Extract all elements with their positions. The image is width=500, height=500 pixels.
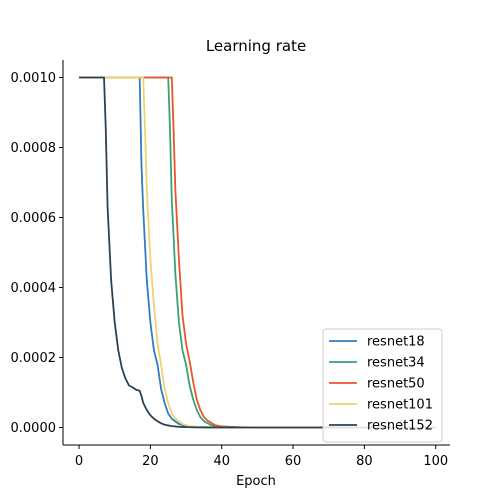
x-tick-label: 0 bbox=[75, 454, 83, 469]
legend-label-resnet152: resnet152 bbox=[367, 419, 433, 434]
x-axis-label: Epoch bbox=[236, 474, 276, 489]
x-tick-label: 60 bbox=[285, 454, 302, 469]
legend-label-resnet101: resnet101 bbox=[367, 398, 433, 413]
y-tick-label: 0.0006 bbox=[11, 211, 57, 226]
y-tick-label: 0.0004 bbox=[11, 281, 57, 296]
x-tick-label: 100 bbox=[423, 454, 448, 469]
legend-label-resnet50: resnet50 bbox=[367, 377, 425, 392]
legend-label-resnet18: resnet18 bbox=[367, 335, 425, 350]
chart-title: Learning rate bbox=[206, 37, 306, 55]
x-tick-label: 40 bbox=[213, 454, 230, 469]
y-tick-label: 0.0010 bbox=[11, 71, 57, 86]
y-tick-label: 0.0002 bbox=[11, 351, 57, 366]
axes-layer: 0 20 40 60 80 100 0.0000 0.0002 0.0004 0.0006 0.00… bbox=[11, 60, 450, 469]
legend: resnet18 resnet34 resnet50 resnet101 resnet1… bbox=[322, 328, 443, 443]
x-tick-label: 80 bbox=[356, 454, 373, 469]
x-tick-label: 20 bbox=[142, 454, 159, 469]
legend-box bbox=[322, 328, 443, 443]
series-line-resnet152 bbox=[79, 76, 436, 429]
y-tick-label: 0.0000 bbox=[11, 421, 57, 436]
series-layer bbox=[79, 76, 436, 429]
y-tick-label: 0.0008 bbox=[11, 141, 57, 156]
legend-label-resnet34: resnet34 bbox=[367, 356, 425, 371]
